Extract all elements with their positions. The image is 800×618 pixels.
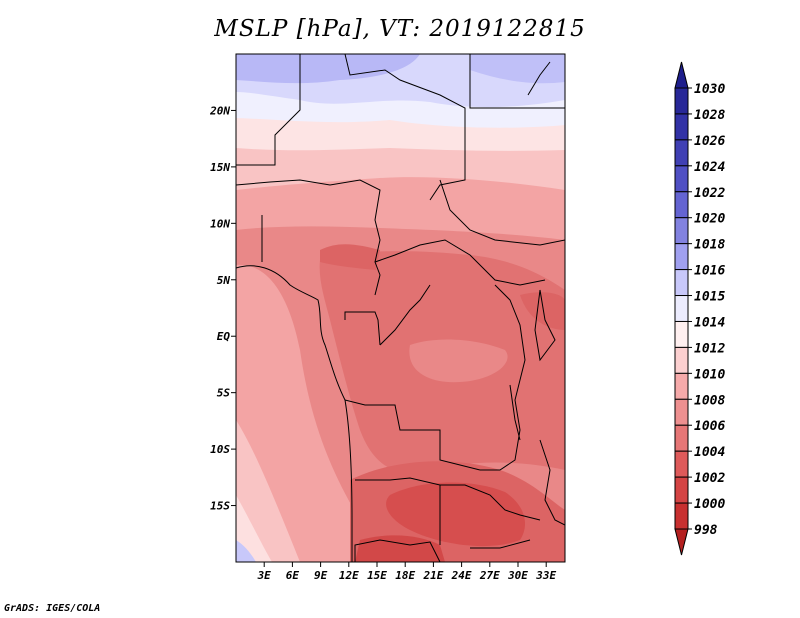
border-niger-nigeria xyxy=(236,179,381,296)
colorbar-label: 1018 xyxy=(694,238,725,253)
coastline-west xyxy=(236,265,353,562)
lat-tick-label: 20N xyxy=(209,104,230,117)
border-libya-chad xyxy=(344,54,466,201)
colorbar-box xyxy=(674,346,689,374)
colorbar-label: 1020 xyxy=(694,212,725,227)
colorbar-box xyxy=(674,113,689,141)
colorbar-box xyxy=(674,217,689,245)
colorbar-box xyxy=(674,476,689,504)
colorbar-box xyxy=(674,320,689,348)
colorbar: 1030 1028 1026 1024 1022 1020 1018 1016 1015 1014… xyxy=(674,61,725,556)
border-drc-east xyxy=(480,284,526,471)
colorbar-box xyxy=(674,165,689,193)
colorbar-bottom-arrow xyxy=(674,528,689,556)
lat-tick-label: 15S xyxy=(210,500,230,513)
colorbar-label: 1010 xyxy=(694,367,725,382)
lat-tick-label: 15N xyxy=(210,161,230,174)
colorbar-box xyxy=(674,398,689,426)
border-angola-namibia xyxy=(355,477,441,545)
border-gabon xyxy=(344,311,381,346)
field-1004-east xyxy=(520,292,565,330)
colorbar-label: 1024 xyxy=(694,160,725,175)
colorbar-label: 1030 xyxy=(694,82,725,97)
lat-tick-label: 10N xyxy=(210,217,230,230)
colorbar-label: 1014 xyxy=(694,315,725,330)
colorbar-box xyxy=(674,243,689,271)
field-1018-nw xyxy=(236,54,420,84)
lon-tick-label: 33E xyxy=(535,569,556,582)
colorbar-label: 1000 xyxy=(694,497,725,512)
field-1004-cameroon xyxy=(320,244,380,270)
field-1002-south xyxy=(355,535,445,562)
border-egypt-sudan xyxy=(469,54,565,109)
lon-tick-label: 12E xyxy=(339,569,359,582)
lat-tick-label: 10S xyxy=(210,443,230,456)
colorbar-box xyxy=(674,269,689,297)
colorbar-label: 1016 xyxy=(694,264,725,279)
field-1002-kalahari xyxy=(386,482,525,547)
border-zambia xyxy=(440,484,541,521)
colorbar-label: 1026 xyxy=(694,134,725,149)
lon-tick-label: 21E xyxy=(422,569,443,582)
colorbar-label: 1004 xyxy=(694,445,725,460)
border-zimbabwe xyxy=(470,539,531,549)
colorbar-top-arrow xyxy=(674,61,689,89)
lon-tick-label: 3E xyxy=(257,569,272,582)
colorbar-label: 1015 xyxy=(694,290,725,305)
pressure-field xyxy=(236,54,565,562)
colorbar-label: 1012 xyxy=(694,341,725,356)
colorbar-box xyxy=(674,139,689,167)
lon-tick-label: 6E xyxy=(286,569,300,582)
colorbar-label: 1002 xyxy=(694,471,725,486)
lon-tick-label: 18E xyxy=(395,569,415,582)
lon-tick-label: 30E xyxy=(507,569,528,582)
lon-tick-label: 27E xyxy=(479,569,500,582)
colorbar-box xyxy=(674,450,689,478)
coast-red-sea xyxy=(527,61,551,96)
colorbar-label: 998 xyxy=(694,523,718,538)
colorbar-box xyxy=(674,295,689,322)
lon-tick-label: 9E xyxy=(314,569,328,582)
longitude-axis: 3E 6E 9E 12E 15E 18E 21E 24E 27E 30E 33E xyxy=(257,562,557,582)
map-title: MSLP [hPa], VT: 2019122815 xyxy=(214,16,586,42)
colorbar-label: 1006 xyxy=(694,419,725,434)
latitude-axis: 20N 15N 10N 5N EQ 5S 10S 15S xyxy=(209,104,236,513)
field-1018-ne xyxy=(470,54,565,84)
border-mali xyxy=(236,54,301,166)
lat-tick-label: EQ xyxy=(217,330,231,343)
field-1016-sw xyxy=(236,540,256,562)
map-frame xyxy=(235,53,566,563)
border-car xyxy=(374,239,546,286)
lat-tick-label: 5N xyxy=(217,274,231,287)
borders xyxy=(236,54,565,562)
border-angola-north xyxy=(344,399,481,471)
lat-tick-label: 5S xyxy=(217,387,231,400)
colorbar-box xyxy=(674,191,689,219)
colorbar-label: 1028 xyxy=(694,108,725,123)
lake-victoria xyxy=(534,289,556,362)
border-malawi xyxy=(539,439,565,526)
colorbar-box xyxy=(674,502,689,530)
colorbar-label: 1008 xyxy=(694,393,725,408)
lon-tick-label: 15E xyxy=(367,569,387,582)
border-namibia-south xyxy=(354,539,441,562)
field-1014-sw xyxy=(236,495,272,562)
field-1008-congo xyxy=(409,339,508,383)
border-sudan-south xyxy=(439,179,565,246)
colorbar-box xyxy=(674,87,689,115)
lake-tanganyika xyxy=(509,384,521,441)
colorbar-label: 1022 xyxy=(694,186,725,201)
grads-credit: GrADS: IGES/COLA xyxy=(4,603,101,614)
colorbar-box xyxy=(674,372,689,400)
colorbar-box xyxy=(674,424,689,452)
lon-tick-label: 24E xyxy=(451,569,472,582)
border-congo xyxy=(379,284,431,346)
